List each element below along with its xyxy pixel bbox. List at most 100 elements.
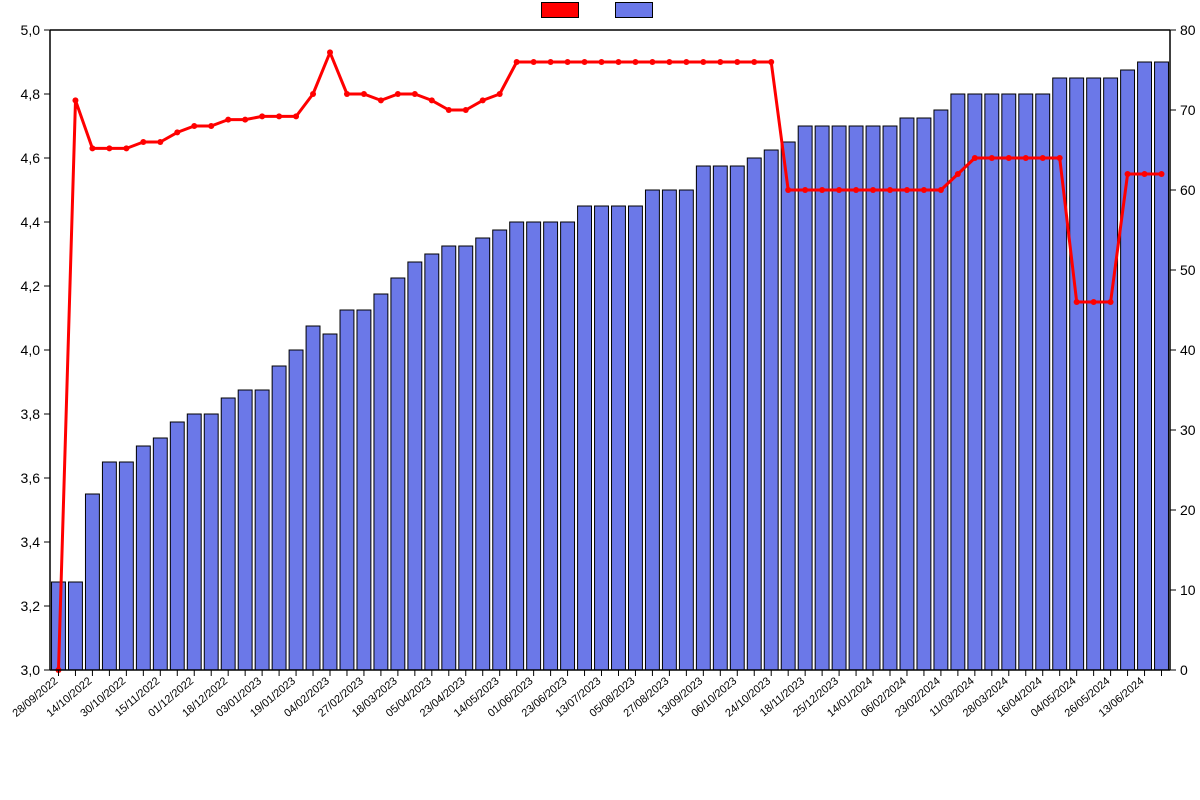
legend-swatch-line xyxy=(541,2,579,18)
line-marker xyxy=(1108,299,1114,305)
svg-text:3,2: 3,2 xyxy=(21,598,41,614)
line-marker xyxy=(599,59,605,65)
bar xyxy=(764,150,778,670)
line-marker xyxy=(615,59,621,65)
bar xyxy=(747,158,761,670)
bar xyxy=(102,462,116,670)
svg-text:4,0: 4,0 xyxy=(21,342,41,358)
bar xyxy=(832,126,846,670)
legend-item-line xyxy=(541,2,585,18)
line-marker xyxy=(327,49,333,55)
bar xyxy=(459,246,473,670)
bar xyxy=(221,398,235,670)
bar xyxy=(561,222,575,670)
bar xyxy=(1002,94,1016,670)
bar xyxy=(1036,94,1050,670)
legend-item-bar xyxy=(615,2,659,18)
bar xyxy=(815,126,829,670)
bar xyxy=(1019,94,1033,670)
svg-text:60: 60 xyxy=(1180,182,1196,198)
line-marker xyxy=(344,91,350,97)
line-marker xyxy=(463,107,469,113)
bar xyxy=(476,238,490,670)
svg-text:4,8: 4,8 xyxy=(21,86,41,102)
bar xyxy=(849,126,863,670)
line-marker xyxy=(395,91,401,97)
line-marker xyxy=(412,91,418,97)
line-marker xyxy=(904,187,910,193)
line-marker xyxy=(565,59,571,65)
line-marker xyxy=(259,113,265,119)
line-marker xyxy=(1074,299,1080,305)
line-marker xyxy=(480,97,486,103)
bar xyxy=(408,262,422,670)
bar xyxy=(1070,78,1084,670)
svg-text:80: 80 xyxy=(1180,22,1196,38)
svg-text:20: 20 xyxy=(1180,502,1196,518)
line-marker xyxy=(1057,155,1063,161)
line-marker xyxy=(548,59,554,65)
bar xyxy=(442,246,456,670)
line-marker xyxy=(819,187,825,193)
line-marker xyxy=(1142,171,1148,177)
line-marker xyxy=(531,59,537,65)
line-marker xyxy=(140,139,146,145)
bar xyxy=(917,118,931,670)
bar xyxy=(612,206,626,670)
bar xyxy=(425,254,439,670)
line-marker xyxy=(887,187,893,193)
line-marker xyxy=(242,117,248,123)
bar xyxy=(900,118,914,670)
bar xyxy=(1138,62,1152,670)
line-marker xyxy=(1006,155,1012,161)
line-marker xyxy=(106,145,112,151)
line-marker xyxy=(310,91,316,97)
bar xyxy=(255,390,269,670)
bar xyxy=(289,350,303,670)
bar xyxy=(730,166,744,670)
line-marker xyxy=(921,187,927,193)
bar xyxy=(527,222,541,670)
line-marker xyxy=(683,59,689,65)
svg-text:70: 70 xyxy=(1180,102,1196,118)
svg-text:0: 0 xyxy=(1180,662,1188,678)
line-marker xyxy=(514,59,520,65)
line-marker xyxy=(429,97,435,103)
line-marker xyxy=(582,59,588,65)
legend-swatch-bar xyxy=(615,2,653,18)
line-marker xyxy=(174,129,180,135)
line-marker xyxy=(955,171,961,177)
bar xyxy=(1155,62,1169,670)
line-marker xyxy=(157,139,163,145)
line-marker xyxy=(717,59,723,65)
bar xyxy=(985,94,999,670)
line-marker xyxy=(1040,155,1046,161)
bar xyxy=(645,190,659,670)
bar xyxy=(153,438,167,670)
bar xyxy=(136,446,150,670)
line-marker xyxy=(870,187,876,193)
bar xyxy=(696,166,710,670)
bar xyxy=(374,294,388,670)
line-marker xyxy=(191,123,197,129)
bar xyxy=(679,190,693,670)
line-marker xyxy=(276,113,282,119)
line-marker xyxy=(700,59,706,65)
line-marker xyxy=(768,59,774,65)
line-marker xyxy=(361,91,367,97)
bar xyxy=(204,414,218,670)
bar xyxy=(968,94,982,670)
line-marker xyxy=(989,155,995,161)
line-marker xyxy=(785,187,791,193)
line-marker xyxy=(751,59,757,65)
line-marker xyxy=(972,155,978,161)
line-marker xyxy=(225,117,231,123)
bar xyxy=(578,206,592,670)
bar xyxy=(781,142,795,670)
bar xyxy=(866,126,880,670)
line-marker xyxy=(836,187,842,193)
line-marker xyxy=(1023,155,1029,161)
chart-svg: 3,03,23,43,63,84,04,24,44,64,85,00102030… xyxy=(0,0,1200,800)
bar xyxy=(510,222,524,670)
bar xyxy=(340,310,354,670)
